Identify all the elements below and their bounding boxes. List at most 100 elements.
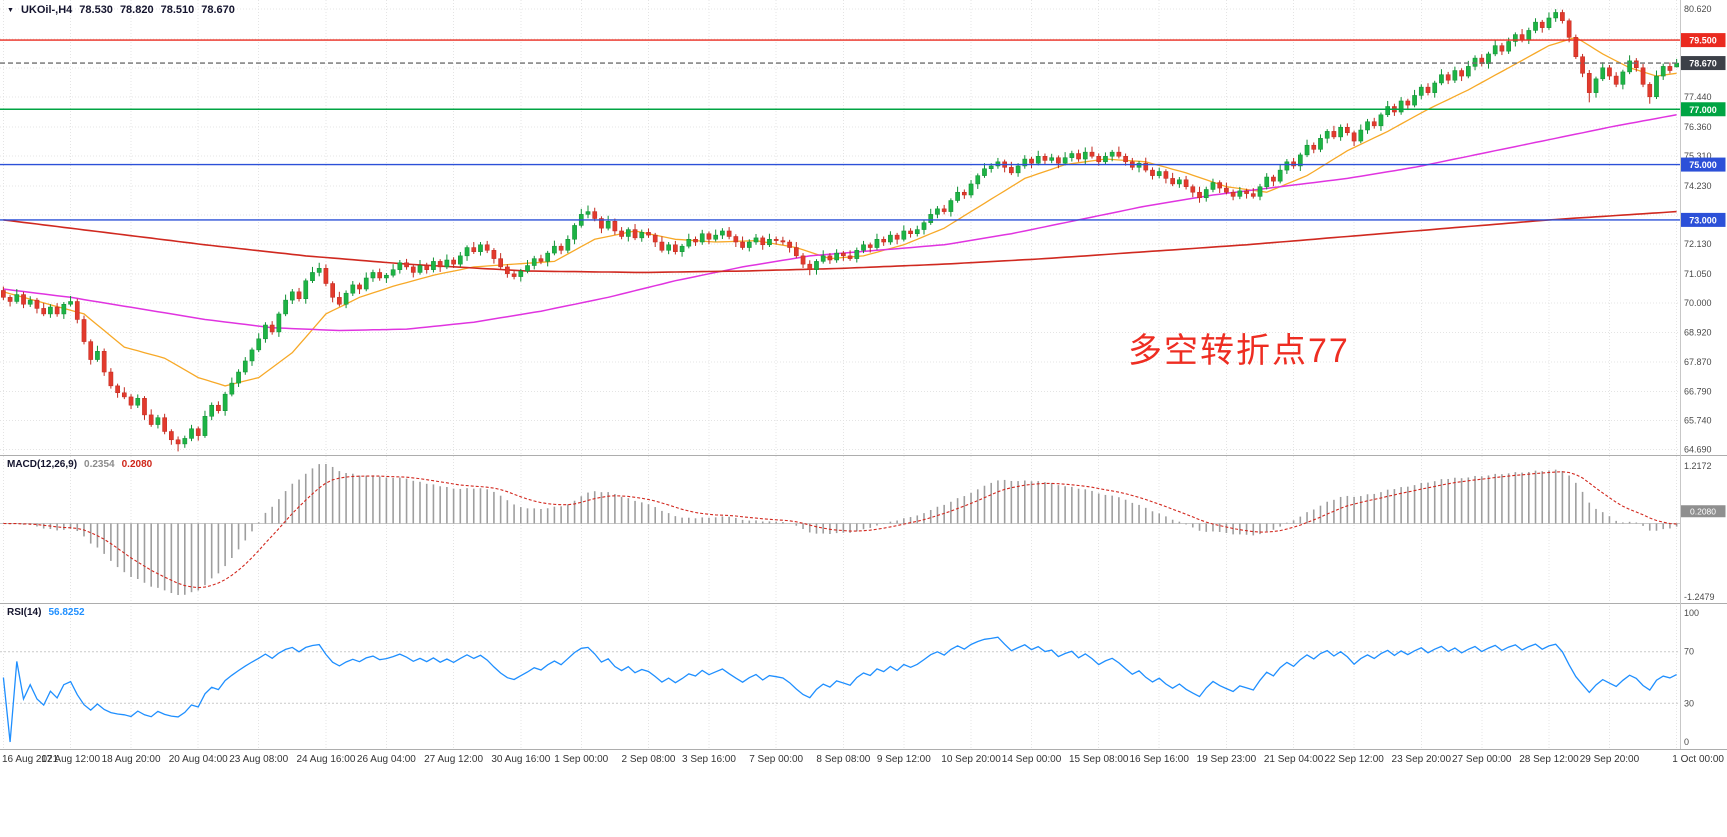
price-level-badge — [1680, 33, 1726, 48]
candle-body — [1049, 157, 1055, 161]
symbol-title: ▼ UKOil-,H4 78.530 78.820 78.510 78.670 — [7, 4, 235, 16]
ma-fast-orange[interactable] — [3, 36, 1677, 387]
rsi-line — [2, 636, 1677, 743]
candle-body — [1465, 66, 1471, 77]
candle-body — [592, 211, 598, 219]
candle-body — [928, 214, 934, 223]
candle-body — [330, 283, 335, 298]
macd-indicator-label: MACD(12,26,9) 0.2354 0.2080 — [7, 459, 152, 470]
ma-lines — [3, 36, 1677, 387]
candle-body — [793, 247, 799, 257]
candle-body — [21, 294, 26, 305]
candle-body — [464, 247, 470, 257]
candle-body — [1103, 156, 1108, 163]
candle-body — [256, 338, 262, 351]
candle-body — [1351, 132, 1357, 142]
candle-body — [673, 244, 678, 252]
candle-body — [1398, 100, 1404, 113]
candle-body — [599, 218, 604, 229]
candle-body — [1096, 156, 1102, 163]
candle-body — [1257, 186, 1263, 197]
candle-body — [1177, 179, 1182, 185]
candle-body — [1586, 73, 1592, 93]
candle-body — [1082, 151, 1088, 160]
candle-body — [108, 371, 114, 387]
candle-body — [61, 304, 67, 315]
candle-body — [1640, 67, 1646, 85]
ohlc-high: 78.820 — [119, 4, 154, 16]
candle-body — [1425, 86, 1431, 93]
time-axis-label: 16 Sep 16:00 — [1129, 754, 1189, 765]
candle-body — [538, 258, 544, 262]
macd-current-label: 0.2080 — [1690, 506, 1716, 516]
candle-body — [1116, 151, 1122, 157]
candle-body — [1358, 129, 1364, 142]
candle-body — [189, 428, 194, 439]
candle-body — [733, 236, 739, 243]
candle-body — [713, 234, 719, 240]
candle-body — [41, 308, 47, 315]
rsi-name: RSI(14) — [7, 607, 42, 618]
candle-body — [357, 284, 362, 290]
candle-body — [229, 382, 235, 395]
time-axis-label: 8 Sep 08:00 — [816, 754, 870, 765]
candle-body — [1607, 67, 1612, 77]
macd-axis-min: -1.2479 — [1684, 592, 1715, 602]
candle-body — [1418, 86, 1424, 96]
candle-body — [511, 273, 517, 277]
candle-body — [881, 239, 887, 243]
price-level-badge — [1680, 157, 1726, 172]
candle-body — [1506, 41, 1511, 52]
candle-body — [1076, 153, 1081, 160]
candle-body — [531, 258, 537, 266]
horizontal-levels: 79.500 78.670 77.000 75.000 73.000 — [0, 33, 1726, 227]
candle-body — [1089, 151, 1095, 157]
candle-body — [1533, 21, 1538, 31]
candle-body — [787, 241, 792, 248]
candle-body — [505, 266, 510, 275]
price-axis-label: 67.870 — [1684, 357, 1712, 367]
candle-body — [1345, 126, 1350, 134]
candle-body — [1, 290, 6, 298]
candle-body — [874, 239, 880, 248]
candle-body — [370, 272, 376, 279]
candle-body — [552, 245, 557, 254]
candle-body — [625, 229, 631, 237]
candle-body — [269, 324, 275, 333]
time-axis-label: 23 Aug 08:00 — [229, 754, 288, 765]
candle-body — [1304, 144, 1310, 156]
panel-dividers — [0, 0, 1727, 750]
ma-mid-magenta[interactable] — [3, 114, 1677, 332]
candle-body — [1566, 20, 1572, 38]
candle-body — [1526, 30, 1532, 41]
ohlc-close: 78.670 — [201, 4, 235, 16]
candle-body — [1022, 158, 1028, 167]
candle-body — [558, 245, 564, 251]
candle-body — [646, 232, 651, 236]
candle-body — [74, 301, 80, 320]
time-axis-label: 10 Sep 20:00 — [941, 754, 1001, 765]
candle-body — [195, 428, 201, 436]
candle-body — [182, 438, 188, 445]
candle-body — [1324, 131, 1330, 139]
candle-body — [484, 244, 490, 251]
candle-body — [639, 232, 645, 239]
candle-body — [1412, 95, 1417, 106]
candle-body — [780, 240, 786, 243]
candle-body — [1163, 171, 1169, 179]
candle-body — [1439, 74, 1444, 84]
candle-body — [444, 259, 450, 268]
candle-body — [1405, 100, 1411, 106]
candle-body — [303, 280, 309, 299]
symbol-marker-icon[interactable]: ▼ — [7, 6, 14, 14]
candle-body — [1217, 182, 1223, 189]
candle-body — [81, 319, 87, 342]
candle-body — [1519, 34, 1525, 41]
symbol-name: UKOil-,H4 — [20, 4, 73, 16]
candle-body — [773, 239, 779, 241]
candle-body — [847, 255, 853, 259]
candle-body — [1123, 156, 1128, 163]
ma-slow-red[interactable] — [3, 210, 1677, 274]
